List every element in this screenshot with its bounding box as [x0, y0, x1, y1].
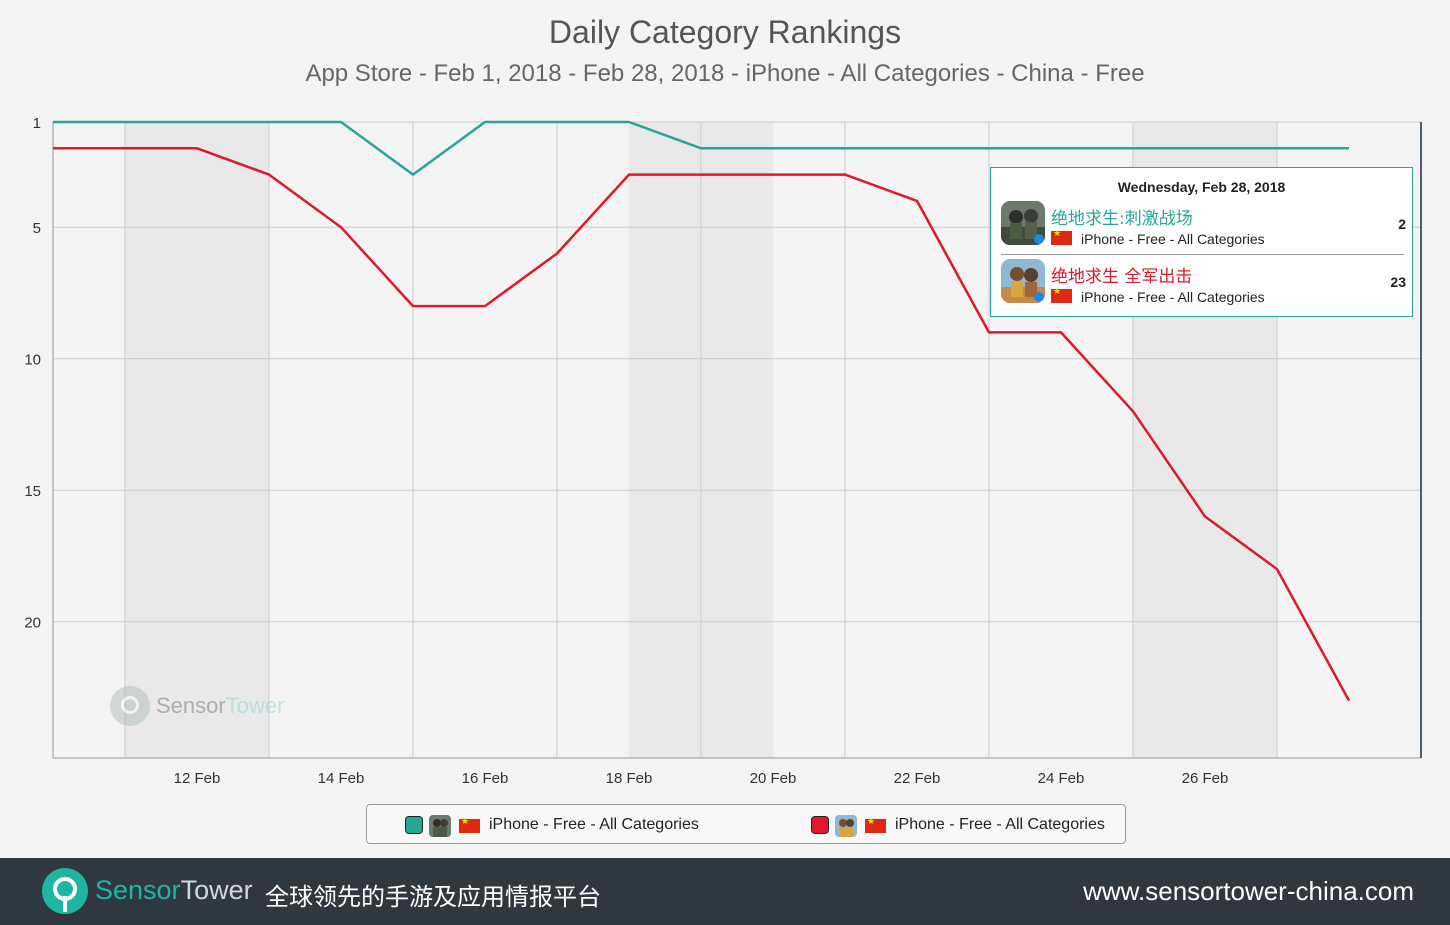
x-tick-label: 20 Feb	[750, 770, 797, 787]
tooltip-app-name: 绝地求生 全军出击	[1051, 267, 1193, 287]
footer-brand: SensorTower	[95, 875, 253, 905]
x-tick-label: 26 Feb	[1182, 770, 1229, 787]
x-tick-label: 12 Feb	[174, 770, 221, 787]
tooltip-meta-text: iPhone - Free - All Categories	[1081, 289, 1265, 305]
china-flag-icon	[1051, 228, 1072, 245]
tooltip-meta: iPhone - Free - All Categories	[1051, 228, 1265, 248]
legend-swatch	[811, 816, 829, 834]
china-flag-icon	[459, 816, 480, 833]
china-flag-icon	[1051, 286, 1072, 303]
tooltip-rank: 2	[1398, 216, 1406, 232]
tooltip-row: 绝地求生:刺激战场 iPhone - Free - All Categories…	[1001, 201, 1406, 251]
app-icon-pubg-exhilarating	[429, 815, 451, 837]
x-tick-label: 22 Feb	[894, 770, 941, 787]
sensortower-logo-icon	[42, 868, 88, 914]
legend-swatch	[405, 816, 423, 834]
x-tick-label: 18 Feb	[606, 770, 653, 787]
y-tick-label: 1	[33, 115, 41, 132]
app-icon-pubg-all-out	[835, 815, 857, 837]
chart-subtitle: App Store - Feb 1, 2018 - Feb 28, 2018 -…	[305, 60, 1145, 87]
tooltip-meta: iPhone - Free - All Categories	[1051, 286, 1265, 306]
china-flag-icon	[865, 816, 886, 833]
watermark-text: SensorTower	[156, 693, 285, 718]
sensortower-watermark-icon	[110, 686, 150, 726]
chart-legend: iPhone - Free - All Categories iPhone - …	[366, 804, 1126, 844]
legend-label: iPhone - Free - All Categories	[895, 816, 1105, 833]
footer-slogan: 全球领先的手游及应用情报平台	[265, 883, 601, 911]
app-icon-pubg-exhilarating	[1001, 201, 1045, 245]
footer-url[interactable]: www.sensortower-china.com	[1083, 876, 1414, 906]
tooltip-meta-text: iPhone - Free - All Categories	[1081, 231, 1265, 247]
y-tick-label: 5	[33, 220, 41, 237]
tooltip-row: 绝地求生 全军出击 iPhone - Free - All Categories…	[1001, 259, 1406, 309]
chart-tooltip: Wednesday, Feb 28, 2018 绝地求生:刺激战场 iPhone…	[990, 167, 1413, 317]
y-tick-label: 20	[24, 615, 41, 632]
x-tick-label: 14 Feb	[318, 770, 365, 787]
x-tick-label: 24 Feb	[1038, 770, 1085, 787]
y-tick-label: 15	[24, 483, 41, 500]
y-tick-label: 10	[24, 352, 41, 369]
tooltip-rank: 23	[1390, 274, 1406, 290]
chart-title: Daily Category Rankings	[548, 14, 902, 50]
x-tick-label: 16 Feb	[462, 770, 509, 787]
tooltip-app-name: 绝地求生:刺激战场	[1051, 209, 1193, 229]
tooltip-divider	[1001, 254, 1404, 255]
tooltip-date: Wednesday, Feb 28, 2018	[1117, 179, 1286, 195]
app-icon-pubg-all-out	[1001, 259, 1045, 303]
legend-label: iPhone - Free - All Categories	[489, 816, 699, 833]
weekend-band	[125, 122, 269, 758]
footer-bar: SensorTower 全球领先的手游及应用情报平台 www.sensortow…	[0, 858, 1450, 925]
series-line-2	[53, 147, 1351, 702]
series-line-1	[53, 120, 1349, 176]
